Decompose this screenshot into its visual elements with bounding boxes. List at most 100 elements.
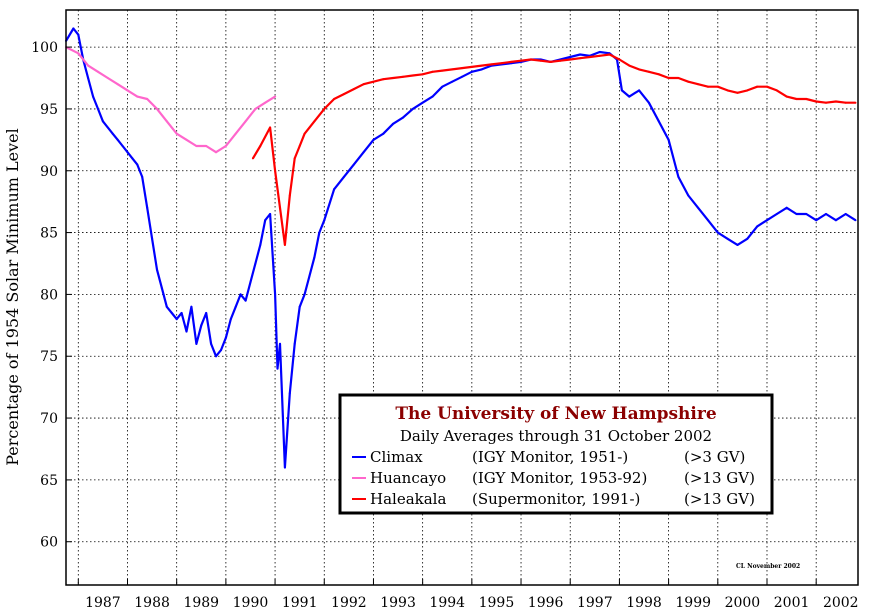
data-point (795, 213, 798, 215)
x-tick-labels: 1987 1988 1989 1990 1991 1992 1993 1994 1995 1996… (77, 579, 859, 611)
data-point (254, 262, 257, 265)
data-point (215, 151, 217, 154)
data-point (402, 75, 404, 78)
data-point (461, 67, 463, 70)
data-point (844, 101, 847, 104)
series-line (251, 53, 856, 246)
data-point (175, 132, 178, 135)
data-point (323, 107, 326, 110)
data-point (844, 213, 847, 215)
y-tick-label: 75 (40, 349, 58, 365)
credit-note: CL November 2002 (736, 563, 800, 570)
data-point (274, 169, 277, 172)
data-point (170, 312, 173, 314)
data-point (638, 89, 641, 92)
data-point (259, 145, 262, 147)
data-point (697, 83, 700, 86)
data-point (411, 107, 414, 110)
x-tick-label: 1993 (380, 595, 416, 611)
data-point (254, 107, 257, 110)
data-point (220, 349, 222, 352)
y-tick-label: 60 (40, 535, 58, 551)
data-point (121, 145, 124, 147)
legend-title: The University of New Hampshire (395, 404, 716, 424)
data-point (392, 77, 395, 79)
data-point (165, 305, 168, 308)
data-point (618, 58, 621, 61)
data-point (141, 175, 144, 178)
data-point (190, 305, 193, 308)
legend-series-name: Climax (370, 448, 423, 466)
data-point (92, 95, 95, 98)
x-tick-label: 1988 (134, 595, 170, 611)
data-point (303, 132, 306, 135)
data-point (165, 120, 168, 123)
data-point (834, 100, 837, 103)
data-point (411, 74, 414, 77)
data-point (569, 56, 572, 58)
data-point (303, 293, 306, 296)
data-point (726, 89, 729, 92)
x-tick-label: 1998 (626, 595, 662, 611)
data-point (431, 70, 434, 73)
data-point (234, 305, 237, 308)
data-point (342, 93, 345, 96)
data-point (559, 59, 562, 62)
data-point (264, 219, 267, 222)
data-point (795, 98, 798, 100)
data-point (746, 89, 749, 92)
data-point (421, 101, 424, 104)
data-point (87, 77, 90, 79)
data-point (362, 151, 365, 154)
data-point (372, 80, 375, 83)
data-point (667, 77, 670, 79)
data-point (520, 59, 522, 62)
series-huancayo (65, 46, 277, 154)
y-tick-label: 95 (40, 102, 58, 118)
data-point (716, 231, 719, 234)
data-point (342, 175, 345, 178)
data-point (815, 100, 818, 103)
legend-box (338, 393, 774, 515)
data-point (259, 243, 262, 246)
data-point (151, 237, 154, 240)
data-point (283, 243, 286, 246)
data-point (185, 330, 188, 333)
data-point (116, 138, 119, 141)
data-point (352, 163, 355, 166)
data-point (402, 116, 404, 119)
x-tick-label: 1997 (577, 595, 613, 611)
data-point (276, 367, 279, 370)
data-point (205, 312, 208, 314)
data-point (362, 83, 365, 86)
data-point (298, 305, 301, 308)
data-point (490, 63, 493, 66)
data-point (825, 213, 827, 215)
data-point (736, 91, 739, 94)
data-point (160, 287, 163, 290)
data-point (677, 77, 680, 79)
data-point (588, 56, 591, 58)
data-point (126, 151, 129, 154)
data-point (274, 95, 277, 98)
data-point (200, 324, 203, 327)
data-point (815, 219, 818, 222)
data-point (77, 33, 80, 36)
series-haleakala (251, 53, 857, 246)
data-point (293, 342, 296, 345)
data-point (77, 52, 80, 55)
data-point (775, 89, 778, 92)
legend-entries: Climax (IGY Monitor, 1951-) (>3 GV) Huancay… (352, 448, 755, 508)
data-point (461, 75, 463, 78)
data-point (657, 73, 660, 76)
data-point (229, 318, 232, 321)
data-point (392, 122, 395, 125)
data-point (318, 231, 321, 234)
data-point (279, 206, 281, 209)
data-point (136, 95, 139, 98)
data-point (352, 88, 355, 91)
data-point (854, 101, 857, 104)
legend-series-desc: (IGY Monitor, 1953-92) (472, 469, 647, 487)
data-point (224, 145, 227, 147)
legend-series-desc: (Supermonitor, 1991-) (472, 490, 640, 508)
